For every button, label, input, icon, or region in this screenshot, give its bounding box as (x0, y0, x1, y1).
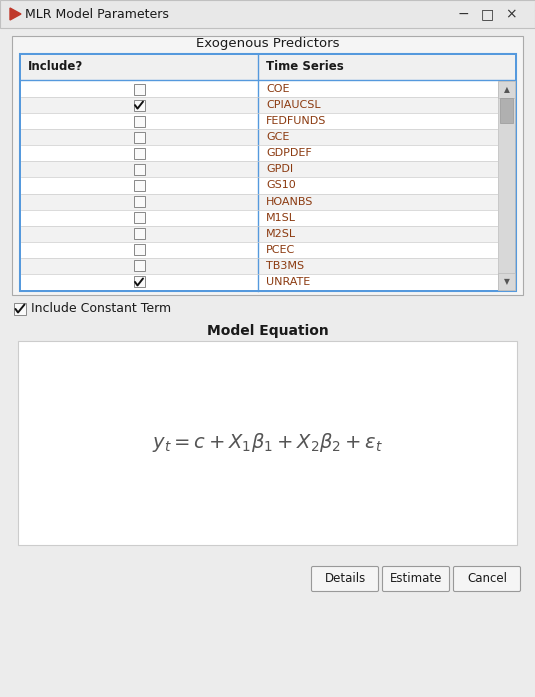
Bar (134, 180, 144, 191)
Bar (498, 81, 515, 290)
Bar (21, 194, 498, 210)
Text: FEDFUNDS: FEDFUNDS (266, 116, 326, 126)
Bar (134, 164, 144, 175)
Bar (134, 148, 144, 159)
Text: PCEC: PCEC (266, 245, 295, 255)
Bar (134, 132, 144, 143)
Bar (134, 100, 144, 111)
Text: Cancel: Cancel (467, 572, 507, 585)
Bar (21, 210, 498, 226)
FancyBboxPatch shape (454, 567, 521, 592)
Bar (0, 0, 535, 28)
Bar (134, 228, 144, 239)
Text: M2SL: M2SL (266, 229, 296, 239)
Text: Time Series: Time Series (266, 61, 344, 73)
Text: Exogenous Predictors: Exogenous Predictors (196, 37, 339, 50)
FancyBboxPatch shape (383, 567, 449, 592)
Text: □: □ (480, 7, 494, 21)
Text: GDPDEF: GDPDEF (266, 148, 312, 158)
Bar (134, 277, 144, 287)
Bar (21, 178, 498, 194)
Bar (21, 258, 498, 274)
Text: HOANBS: HOANBS (266, 197, 314, 206)
Bar (21, 242, 498, 258)
Text: Estimate: Estimate (390, 572, 442, 585)
Text: GCE: GCE (266, 132, 289, 142)
Bar (134, 84, 144, 95)
FancyBboxPatch shape (311, 567, 378, 592)
Bar (498, 273, 515, 290)
Bar (134, 245, 144, 255)
Text: M1SL: M1SL (266, 213, 296, 222)
Text: ▼: ▼ (503, 277, 509, 286)
Bar (500, 98, 513, 123)
Bar (134, 212, 144, 223)
Polygon shape (10, 8, 21, 20)
Bar (21, 162, 498, 178)
Bar (18, 341, 517, 545)
Bar (21, 113, 498, 129)
Bar (20, 54, 516, 291)
Bar (21, 145, 498, 162)
Bar (134, 261, 144, 271)
Text: UNRATE: UNRATE (266, 277, 310, 287)
Text: CPIAUCSL: CPIAUCSL (266, 100, 320, 110)
Text: ▲: ▲ (503, 85, 509, 94)
Text: Include?: Include? (28, 61, 83, 73)
Text: MLR Model Parameters: MLR Model Parameters (25, 8, 169, 20)
Text: GS10: GS10 (266, 181, 296, 190)
Bar (14, 303, 26, 315)
Text: −: − (457, 7, 469, 21)
Text: Details: Details (324, 572, 365, 585)
Bar (21, 55, 515, 80)
Text: Model Equation: Model Equation (207, 324, 328, 338)
Text: COE: COE (266, 84, 289, 94)
Bar (21, 129, 498, 145)
Text: Include Constant Term: Include Constant Term (31, 302, 171, 316)
Text: GPDI: GPDI (266, 164, 293, 174)
Bar (134, 116, 144, 127)
Text: TB3MS: TB3MS (266, 261, 304, 271)
Bar (134, 196, 144, 207)
Bar (21, 226, 498, 242)
Bar (21, 81, 498, 97)
Bar (498, 81, 515, 98)
Text: $y_t = c + X_1\beta_1 + X_2\beta_2 + \varepsilon_t$: $y_t = c + X_1\beta_1 + X_2\beta_2 + \va… (152, 431, 383, 454)
Text: ×: × (505, 7, 517, 21)
Bar (21, 97, 498, 113)
Bar (12, 36, 523, 295)
Bar (21, 274, 498, 290)
